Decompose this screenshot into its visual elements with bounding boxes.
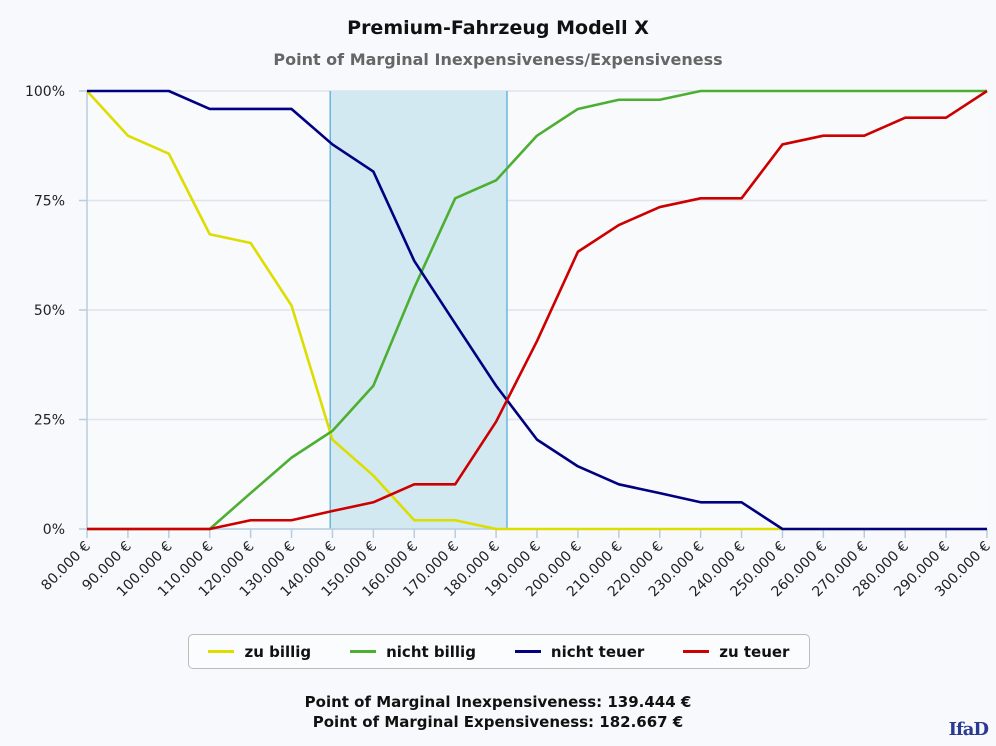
footer-pmi: Point of Marginal Inexpensiveness: 139.4… [304, 693, 692, 711]
ifad-logo: IfaD [948, 719, 989, 740]
series-line-zu-teuer [87, 89, 988, 531]
legend-label: zu billig [244, 642, 312, 661]
legend-swatch [350, 650, 377, 653]
chart-plot: 0%25%50%75%100%80.000 €90.000 €100.000 €… [25, 84, 994, 600]
y-tick-label: 50% [34, 303, 65, 319]
series-line-nicht-billig [87, 89, 987, 531]
legend: zu billig nicht billig nicht teuer zu teuer [188, 634, 810, 669]
y-tick-label: 75% [34, 194, 65, 210]
legend-swatch [208, 650, 235, 653]
y-tick-label: 0% [43, 522, 65, 538]
legend-label: nicht teuer [550, 642, 645, 661]
series-line-nicht-teuer [87, 89, 987, 531]
legend-swatch [514, 650, 541, 653]
legend-label: zu teuer [719, 642, 790, 661]
legend-swatch [683, 650, 710, 653]
band-area [330, 91, 508, 529]
y-tick-label: 25% [34, 413, 65, 429]
chart-title: Premium-Fahrzeug Modell X [347, 17, 649, 39]
legend-label: nicht billig [386, 642, 476, 661]
y-tick-label: 100% [25, 84, 65, 100]
legend-item[interactable]: zu billig [208, 643, 311, 661]
chart-subtitle: Point of Marginal Inexpensiveness/Expens… [273, 50, 723, 69]
legend-item[interactable]: nicht teuer [514, 642, 645, 661]
footer-pme: Point of Marginal Expensiveness: 182.667… [312, 713, 684, 731]
legend-item[interactable]: nicht billig [350, 643, 476, 661]
legend-item[interactable]: zu teuer [683, 643, 789, 661]
